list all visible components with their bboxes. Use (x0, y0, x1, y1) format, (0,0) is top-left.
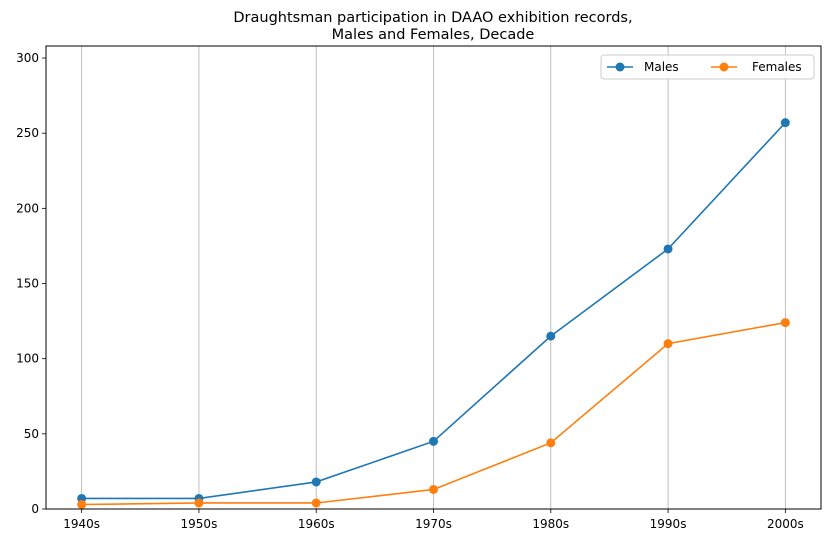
x-tick-label: 1980s (532, 517, 569, 531)
x-tick-label: 1940s (63, 517, 100, 531)
data-point-females (311, 498, 321, 508)
x-axis: 1940s 1950s 1960s 1970s 1980s 1990s 2000s (63, 509, 804, 531)
data-point-females (546, 438, 556, 448)
y-tick-label: 300 (16, 51, 39, 65)
data-point-females (77, 499, 87, 509)
y-tick-label: 0 (31, 502, 39, 516)
x-tick-label: 1990s (650, 517, 687, 531)
data-point-females (429, 484, 438, 494)
data-point-males (780, 118, 790, 128)
legend-label-females: Females (752, 60, 802, 74)
chart-title-line-2: Males and Females, Decade (332, 27, 535, 43)
x-tick-label: 1950s (181, 517, 218, 531)
legend-label-males: Males (644, 60, 679, 74)
x-tick-label: 1960s (298, 517, 335, 531)
data-point-females (780, 318, 790, 328)
legend: Males Females (600, 54, 815, 80)
data-point-males (429, 436, 438, 446)
x-tick-label: 1970s (415, 517, 452, 531)
data-point-males (546, 331, 556, 341)
data-point-males (663, 244, 673, 254)
legend-frame (600, 54, 815, 80)
series-females (77, 318, 790, 509)
legend-marker-females (719, 62, 729, 72)
y-tick-label: 50 (24, 427, 39, 441)
chart-title-line-1: Draughtsman participation in DAAO exhibi… (233, 10, 632, 26)
data-point-males (311, 477, 321, 487)
series-group (77, 118, 790, 509)
y-tick-label: 200 (16, 201, 39, 215)
y-tick-label: 100 (16, 352, 39, 366)
legend-marker-males (615, 62, 625, 72)
y-tick-label: 150 (16, 277, 39, 291)
data-point-females (663, 339, 673, 349)
x-tick-label: 2000s (767, 517, 804, 531)
y-tick-label: 250 (16, 126, 39, 140)
data-point-females (194, 498, 204, 508)
y-axis: 0 50 100 150 200 250 300 (16, 51, 46, 516)
